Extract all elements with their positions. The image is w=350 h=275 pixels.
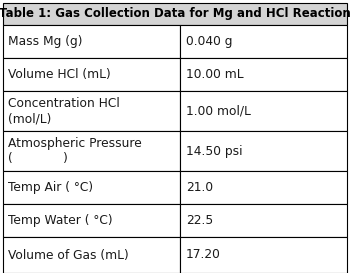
Bar	[3, 91, 180, 131]
Text: 0.040 g: 0.040 g	[186, 35, 233, 48]
Text: Volume of Gas (mL): Volume of Gas (mL)	[8, 249, 129, 262]
Bar	[180, 237, 347, 273]
Text: 21.0: 21.0	[186, 181, 213, 194]
Text: Concentration HCl
(mol/L): Concentration HCl (mol/L)	[8, 97, 120, 125]
Bar	[3, 3, 347, 25]
Bar	[3, 58, 180, 91]
Bar	[180, 171, 347, 204]
Text: Atmospheric Pressure
(             ): Atmospheric Pressure ( )	[8, 137, 142, 165]
Text: Mass Mg (g): Mass Mg (g)	[8, 35, 83, 48]
Bar	[0, 273, 350, 275]
Bar	[3, 25, 180, 58]
Text: Volume HCl (mL): Volume HCl (mL)	[8, 68, 111, 81]
Bar	[180, 204, 347, 237]
Bar	[3, 171, 180, 204]
Bar	[180, 91, 347, 131]
Text: 22.5: 22.5	[186, 214, 214, 227]
Text: 17.20: 17.20	[186, 249, 221, 262]
Bar	[3, 237, 180, 273]
Bar	[3, 204, 180, 237]
Bar	[3, 131, 180, 171]
Text: 1.00 mol/L: 1.00 mol/L	[186, 104, 251, 117]
Text: Temp Water ( °C): Temp Water ( °C)	[8, 214, 113, 227]
Bar	[180, 131, 347, 171]
Text: Table 1: Gas Collection Data for Mg and HCl Reaction: Table 1: Gas Collection Data for Mg and …	[0, 7, 350, 21]
Text: Temp Air ( °C): Temp Air ( °C)	[8, 181, 93, 194]
Bar	[180, 58, 347, 91]
Text: 14.50 psi: 14.50 psi	[186, 144, 243, 158]
Bar	[180, 25, 347, 58]
Text: 10.00 mL: 10.00 mL	[186, 68, 244, 81]
